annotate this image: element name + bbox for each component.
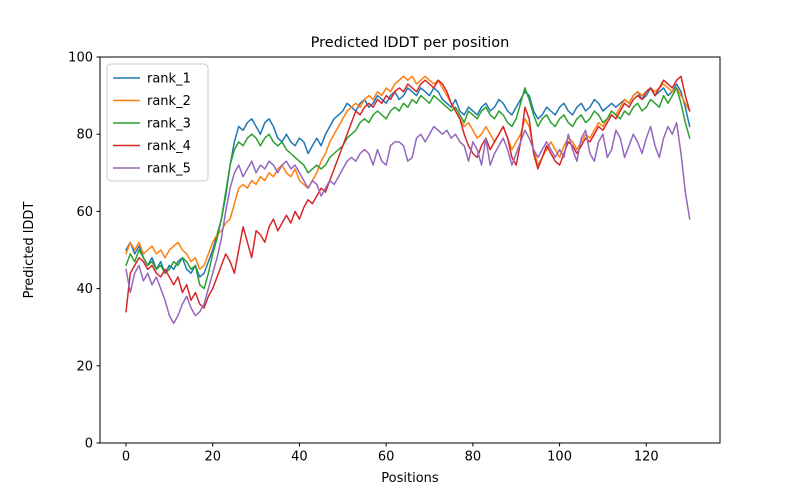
series-line-rank_3 [125,87,691,290]
x-tick-label: 20 [204,450,221,465]
legend-entry: rank_1 [113,72,191,87]
legend-label: rank_5 [147,162,191,177]
y-tick-label: 40 [76,282,93,297]
x-axis-ticks: 0 20 40 60 80 100 120 [122,443,659,465]
y-tick-label: 60 [76,205,93,220]
legend-box [106,63,209,182]
legend-entry: rank_5 [113,162,191,177]
x-tick-label: 60 [378,450,395,465]
chart-title: Predicted lDDT per position [311,35,510,51]
legend-label: rank_3 [147,117,191,132]
y-axis-ticks: 0 20 40 60 80 100 [68,51,100,452]
y-tick-label: 100 [68,51,93,66]
x-tick-label: 80 [465,450,482,465]
x-axis-label: Positions [381,471,439,486]
y-tick-label: 0 [85,437,93,452]
x-tick-label: 100 [547,450,572,465]
y-tick-label: 80 [76,128,93,143]
legend-entry: rank_2 [113,94,191,109]
x-tick-label: 40 [291,450,308,465]
x-tick-label: 120 [634,450,659,465]
legend: rank_1 rank_2 rank_3 rank_4 rank_5 [106,63,209,182]
y-tick-label: 20 [76,359,93,374]
legend-entry: rank_4 [113,139,191,154]
series-lines [125,75,691,325]
x-tick-label: 0 [122,450,130,465]
axes-spines [99,56,721,444]
series-line-rank_2 [125,75,691,271]
series-line-rank_4 [125,75,691,313]
legend-label: rank_2 [147,94,191,109]
y-axis-label: Predicted lDDT [22,202,37,299]
legend-entry: rank_3 [113,117,191,132]
series-line-rank_5 [125,121,691,325]
legend-label: rank_4 [147,139,191,154]
legend-label: rank_1 [147,72,191,87]
